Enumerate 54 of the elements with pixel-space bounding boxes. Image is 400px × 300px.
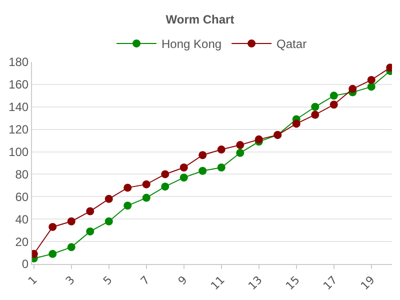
y-tick-label: 160 (8, 78, 29, 92)
point (142, 180, 150, 188)
point (236, 141, 244, 150)
y-tick-label: 140 (8, 100, 29, 114)
point (217, 163, 226, 172)
y-tick-label: 40 (15, 212, 29, 226)
x-tick-label: 15 (283, 274, 302, 293)
y-tick-label: 180 (8, 55, 29, 70)
x-tick-label: 1 (26, 274, 40, 288)
x-tick-label: 19 (358, 274, 378, 293)
point (86, 227, 94, 236)
x-tick-label: 7 (138, 274, 152, 288)
y-tick-label: 100 (8, 144, 29, 159)
point (311, 102, 320, 111)
x-tick-label: 3 (63, 274, 78, 288)
x-tick-label: 11 (208, 274, 228, 293)
legend-label: Hong Kong (162, 37, 222, 52)
y-tick-label: 60 (15, 190, 29, 204)
point (48, 222, 57, 231)
point (104, 194, 113, 203)
point (330, 100, 338, 109)
point (180, 174, 188, 182)
point (86, 207, 94, 216)
chart-title: Worm Chart (166, 12, 234, 26)
y-tick-label: 20 (15, 234, 29, 249)
point (161, 170, 170, 178)
point (198, 166, 207, 175)
point (104, 217, 113, 226)
point (198, 151, 207, 160)
point (67, 217, 76, 226)
x-tick-label: 9 (176, 274, 190, 288)
point (142, 194, 150, 202)
point (236, 148, 244, 157)
x-tick-label: 13 (246, 274, 265, 293)
point (367, 76, 376, 84)
point (311, 110, 320, 119)
legend-label: Qatar (276, 37, 307, 52)
point (161, 182, 170, 191)
point (124, 202, 132, 210)
x-tick-label: 17 (320, 274, 340, 293)
point (180, 163, 188, 172)
point (254, 135, 263, 144)
y-tick-label: 80 (15, 167, 29, 182)
point (292, 120, 300, 128)
point (48, 250, 57, 258)
point (348, 84, 357, 93)
point (217, 146, 226, 154)
point (367, 82, 376, 91)
x-tick-label: 5 (100, 274, 115, 288)
point (67, 243, 76, 252)
point (330, 92, 338, 100)
y-tick-label: 120 (8, 122, 29, 137)
y-tick-label: 0 (22, 257, 29, 272)
point (124, 184, 132, 192)
